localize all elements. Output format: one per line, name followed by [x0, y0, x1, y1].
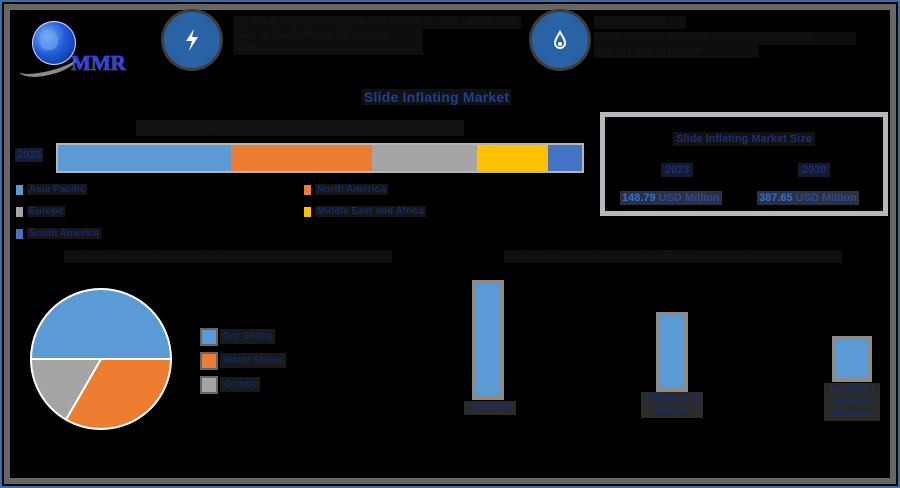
page-title: Slide Inflating Market: [362, 89, 512, 105]
regional-stacked-bar: [56, 143, 584, 173]
legend-label: Asia Pacific: [27, 184, 88, 195]
bar-label-security-rescue: Security / Rescue Services: [824, 383, 880, 421]
pie-slice-water-slides: [64, 358, 173, 430]
legend-swatch: [304, 206, 311, 217]
largest-market-line3: with the highest share.: [594, 45, 759, 58]
segment-middle-east-africa: [477, 145, 548, 171]
bar-security-rescue: [832, 336, 872, 382]
type-pie-chart: [29, 288, 173, 430]
bar-label-aviation: Aviation: [464, 401, 516, 415]
legend-swatch: [16, 228, 23, 239]
legend-label: Combo: [220, 377, 261, 392]
segment-south-america: [547, 145, 582, 171]
segment-europe: [372, 145, 478, 171]
growth-text-line1: Market is expected to grow at a CAGR of …: [233, 16, 521, 29]
pie-legend-dry-slides: Dry Slides: [202, 329, 275, 344]
legend-swatch: [202, 353, 216, 368]
pie-slice-combo: [29, 358, 103, 421]
legend-south-america: South America: [16, 228, 102, 239]
globe-icon: [32, 21, 76, 65]
segment-asia-pacific: [58, 145, 231, 171]
legend-label: Water Slides: [220, 353, 286, 368]
legend-swatch: [16, 184, 23, 195]
stacked-bar-year: 2023: [15, 148, 44, 162]
legend-europe: Europe: [16, 206, 66, 217]
bar-aviation: [472, 280, 504, 400]
legend-swatch: [304, 184, 311, 195]
legend-middle-east-africa: Middle East and Africa: [304, 206, 426, 217]
market-size-value-end: 387.65 USD Million: [757, 191, 859, 205]
segment-north-america: [230, 145, 373, 171]
market-size-value-start: 148.79 USD Million: [620, 191, 722, 205]
logo-text: MMR: [71, 51, 126, 75]
legend-swatch: [16, 206, 23, 217]
growth-summary: Market is expected to grow at a CAGR of …: [233, 16, 521, 55]
largest-market-line2: North America dominated the market in 20…: [594, 32, 856, 45]
legend-swatch: [202, 377, 216, 392]
bar-chart-title: Slide Inflating Market Share, by Applica…: [504, 250, 842, 263]
legend-north-america: North America: [304, 184, 388, 195]
market-size-year-start: 2023: [661, 163, 694, 177]
market-size-title: Slide Inflating Market Size: [605, 132, 883, 146]
legend-swatch: [202, 329, 216, 344]
growth-text-line2: 2024 to 2030, driven by aviation safety.: [233, 29, 423, 55]
water-drop-icon: [532, 12, 588, 68]
largest-market-label: Largest Market: [594, 16, 686, 29]
market-size-box: Slide Inflating Market Size 2023 2030 14…: [600, 112, 888, 216]
bar-label-offshore-marine: Offshore & Marine: [641, 392, 703, 418]
pie-legend-water-slides: Water Slides: [202, 353, 286, 368]
legend-label: Middle East and Africa: [315, 206, 426, 217]
legend-label: Dry Slides: [220, 329, 275, 344]
mmr-logo: MMR: [16, 15, 136, 82]
legend-asia-pacific: Asia Pacific: [16, 184, 88, 195]
legend-label: Europe: [27, 206, 66, 217]
pie-slice-dry-slides: [29, 288, 173, 360]
market-size-year-end: 2030: [798, 163, 831, 177]
legend-label: North America: [315, 184, 388, 195]
pie-legend-combo: Combo: [202, 377, 261, 392]
lightning-icon: [164, 12, 220, 68]
largest-market-summary: Largest Market North America dominated t…: [594, 16, 856, 58]
legend-label: South America: [27, 228, 102, 239]
regional-chart-subtitle: Market Share by Region in 2023 (%): [136, 120, 464, 136]
pie-chart-title: Slide Inflating Market Share, by Type in…: [64, 250, 392, 263]
bar-offshore-marine: [656, 312, 688, 392]
